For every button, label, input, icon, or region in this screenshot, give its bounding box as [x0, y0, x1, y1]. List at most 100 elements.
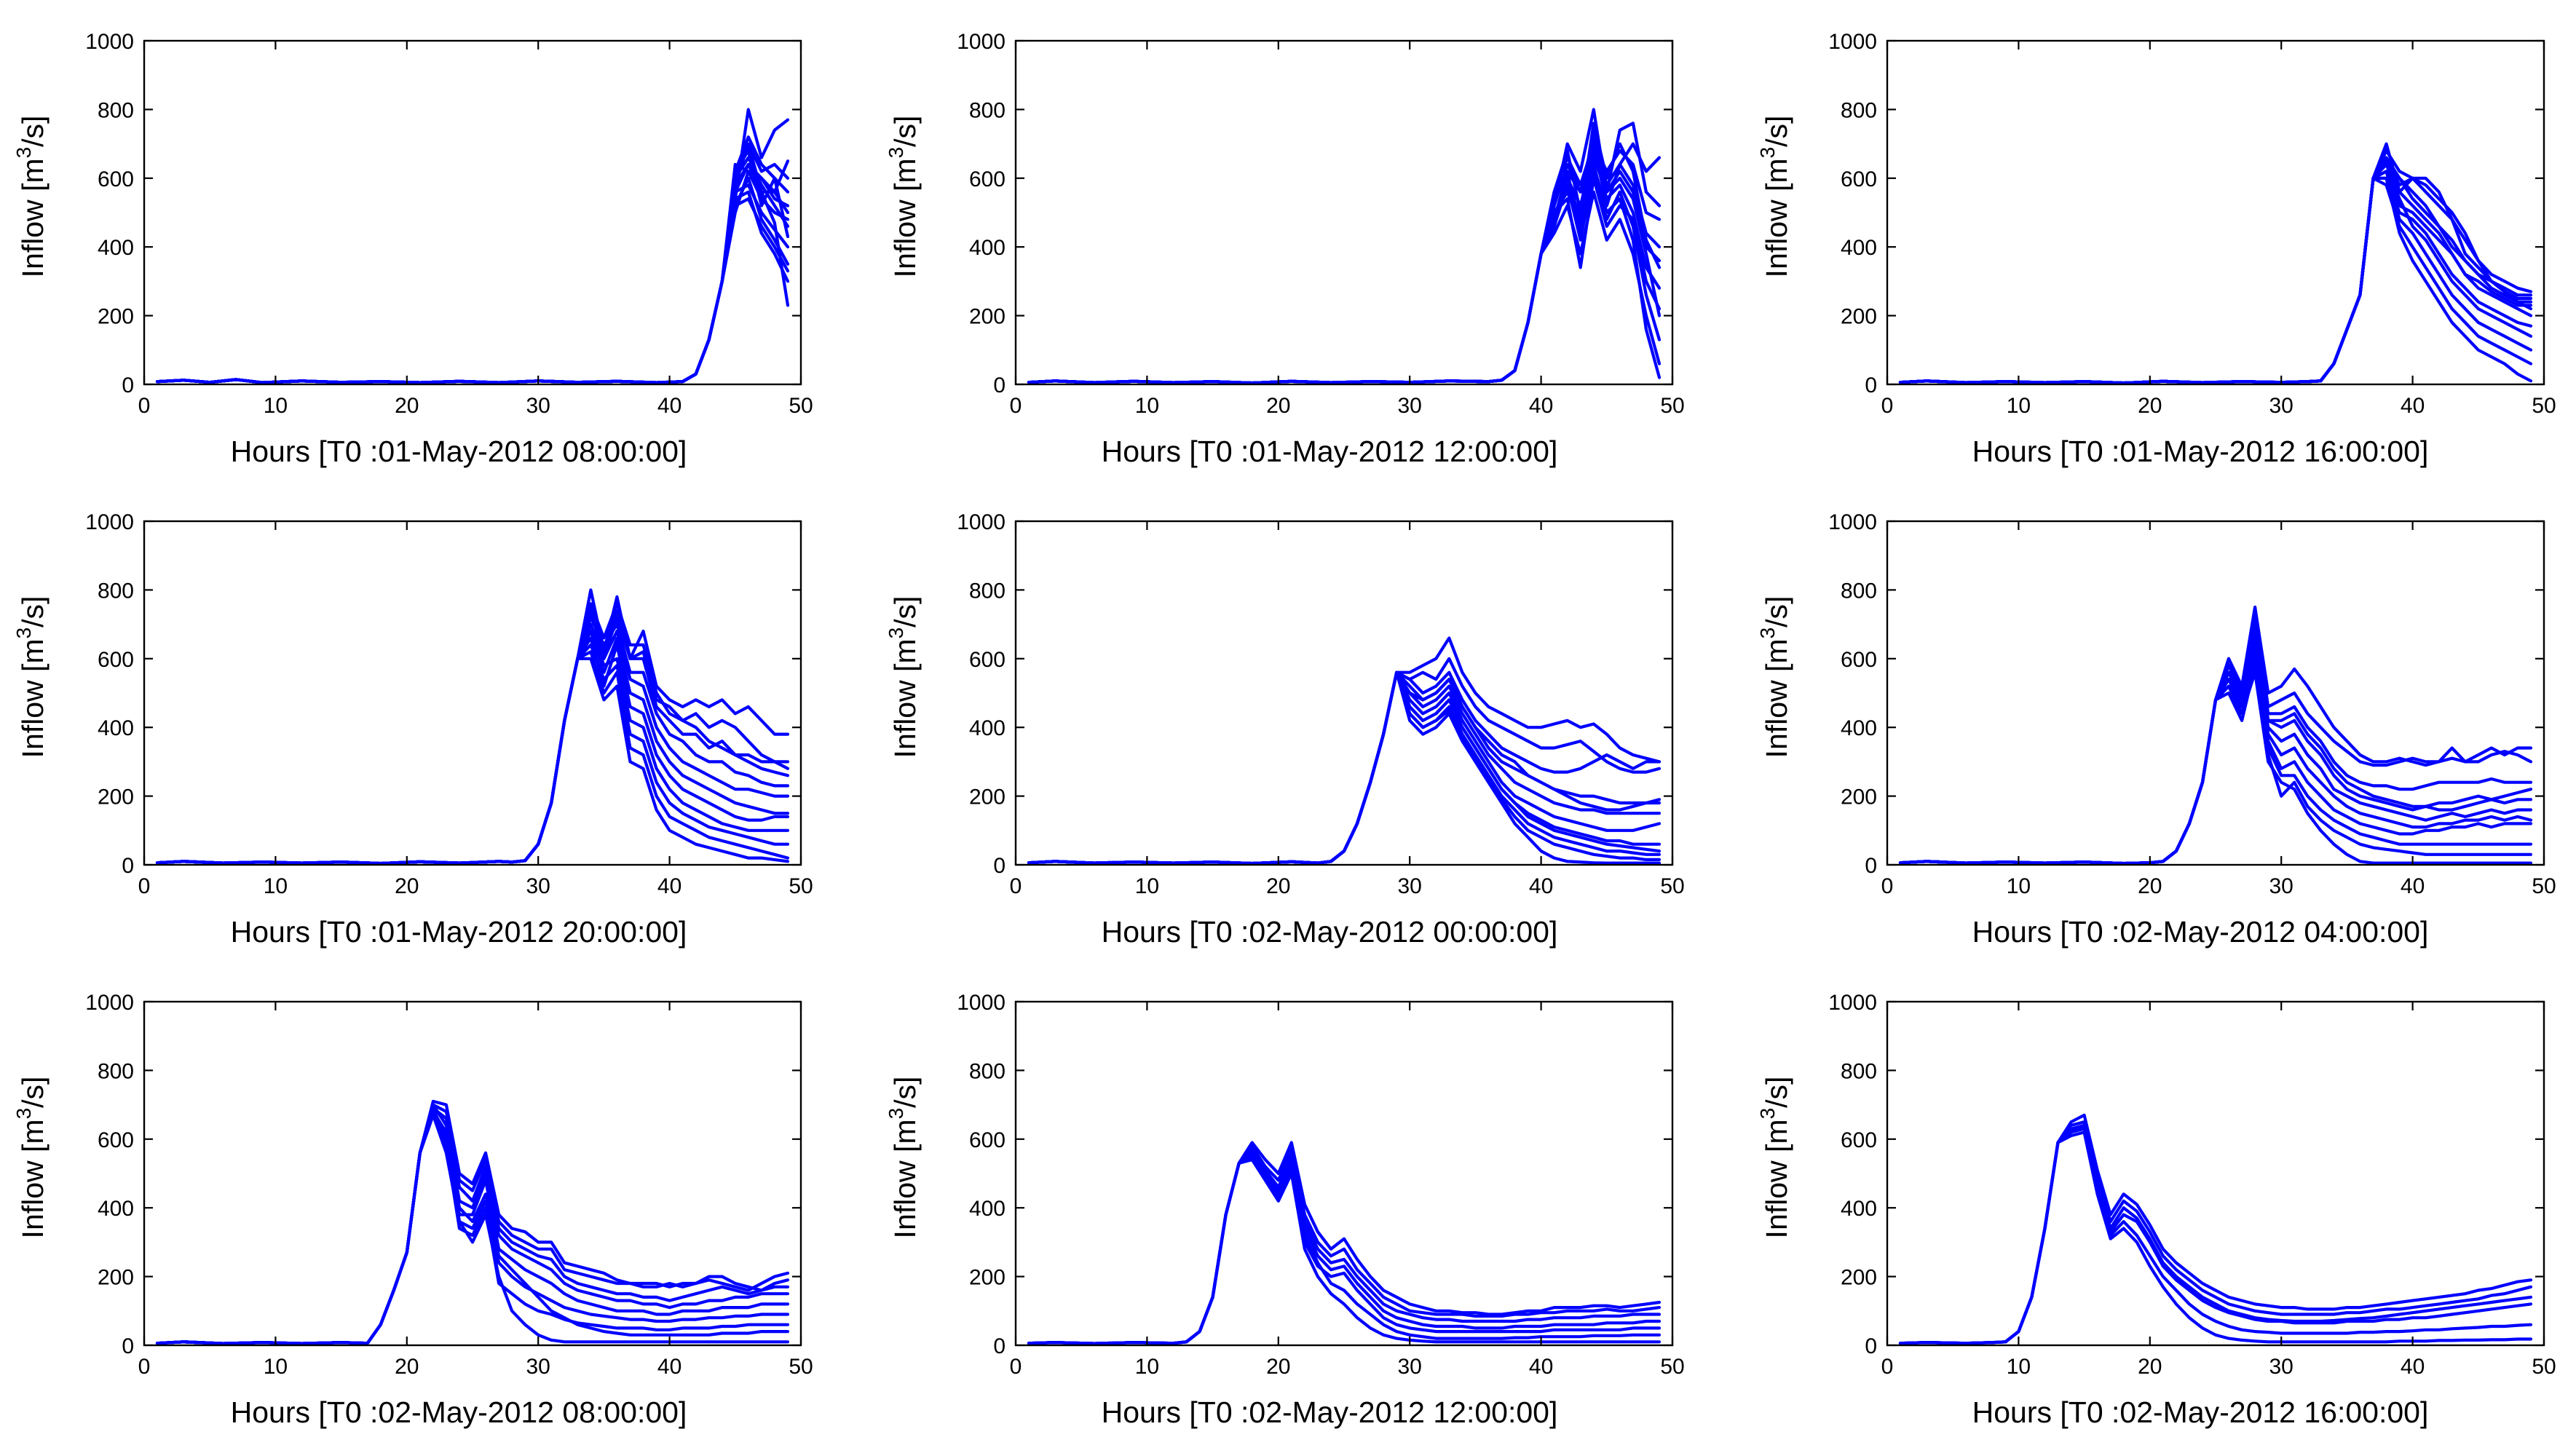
y-tick-label: 0	[1865, 854, 1877, 878]
x-tick-label: 10	[2007, 394, 2031, 418]
series-line-9	[155, 1109, 790, 1345]
x-tick-label: 30	[526, 394, 550, 418]
series-line-6	[1898, 176, 2533, 385]
x-tick-label: 50	[2532, 1355, 2556, 1379]
x-tick-label: 40	[2401, 1355, 2425, 1379]
series-line-7	[155, 190, 790, 384]
series-group	[155, 108, 790, 384]
series-line-3	[155, 609, 790, 866]
panel-8: Inflow [m3/s] Hours [T0 :02-May-2012 12:…	[885, 991, 1685, 1429]
panel-4: Inflow [m3/s] Hours [T0 :01-May-2012 20:…	[12, 510, 813, 949]
x-tick-label: 10	[2007, 1355, 2031, 1379]
series-line-3	[1898, 622, 2533, 866]
series-group	[155, 588, 790, 866]
x-tick-label: 30	[526, 874, 550, 898]
x-tick-label: 10	[1135, 874, 1159, 898]
x-tick-label: 50	[789, 1355, 813, 1379]
x-axis-label-4: Hours [T0 :01-May-2012 20:00:00]	[231, 915, 687, 949]
x-tick-label: 0	[1010, 1355, 1022, 1379]
y-tick-label: 800	[98, 1059, 134, 1083]
x-tick-label: 0	[1881, 874, 1894, 898]
series-line-13	[155, 197, 790, 384]
x-tick-label: 0	[1881, 394, 1894, 418]
y-tick-label: 800	[98, 98, 134, 122]
panel-9: Inflow [m3/s] Hours [T0 :02-May-2012 16:…	[1756, 991, 2556, 1429]
y-tick-label: 1000	[85, 991, 134, 1015]
y-tick-label: 400	[1841, 1197, 1877, 1221]
x-tick-label: 50	[1660, 874, 1684, 898]
y-tick-label: 200	[98, 305, 134, 329]
y-axis-label-3: Inflow [m3/s]	[1756, 116, 1793, 278]
y-tick-label: 800	[1841, 98, 1877, 122]
series-line-9	[1898, 176, 2533, 385]
y-axis-label-9: Inflow [m3/s]	[1756, 1077, 1793, 1239]
series-line-6	[155, 142, 790, 384]
y-tick-label: 1000	[957, 510, 1005, 534]
x-tick-label: 0	[1010, 394, 1022, 418]
series-line-10	[1898, 176, 2533, 385]
series-line-8	[1027, 190, 1662, 385]
series-line-4	[1027, 670, 1662, 866]
series-line-2	[1027, 1144, 1662, 1345]
y-axis-label-text: Inflow [m3/s]	[885, 1077, 922, 1239]
series-line-12	[155, 135, 790, 384]
y-tick-label: 1000	[1828, 991, 1877, 1015]
y-tick-label: 1000	[85, 30, 134, 54]
y-axis-label-2: Inflow [m3/s]	[885, 116, 922, 278]
x-axis-label-2: Hours [T0 :01-May-2012 12:00:00]	[1102, 435, 1558, 468]
series-line-10	[155, 156, 790, 384]
x-tick-label: 40	[657, 874, 681, 898]
series-line-7	[1027, 670, 1662, 866]
x-tick-label: 50	[1660, 1355, 1684, 1379]
series-line-12	[1027, 128, 1662, 385]
x-tick-label: 20	[395, 394, 419, 418]
series-line-10	[1027, 670, 1662, 866]
plot-frame	[1886, 1000, 2545, 1347]
y-tick-label: 0	[1865, 1334, 1877, 1358]
series-line-1	[1027, 108, 1662, 385]
x-tick-label: 10	[264, 874, 288, 898]
series-group	[155, 1099, 790, 1345]
y-axis-label-text: Inflow [m3/s]	[12, 596, 50, 759]
y-tick-label: 0	[122, 1334, 134, 1358]
y-axis-label-text: Inflow [m3/s]	[1756, 596, 1793, 759]
series-line-12	[1898, 149, 2533, 385]
y-tick-label: 1000	[957, 30, 1005, 54]
y-tick-label: 1000	[957, 991, 1005, 1015]
y-tick-label: 800	[969, 579, 1005, 603]
x-tick-label: 40	[1529, 1355, 1553, 1379]
series-line-9	[1027, 162, 1662, 385]
series-line-7	[1027, 1151, 1662, 1345]
series-line-3	[1027, 1147, 1662, 1345]
x-tick-label: 20	[2138, 1355, 2162, 1379]
y-axis-label-text: Inflow [m3/s]	[885, 116, 922, 278]
y-tick-label: 1000	[85, 510, 134, 534]
y-tick-label: 600	[1841, 167, 1877, 191]
series-group	[1027, 108, 1662, 385]
series-line-10	[155, 650, 790, 866]
x-axis-label-6: Hours [T0 :02-May-2012 04:00:00]	[1972, 915, 2429, 949]
x-tick-label: 30	[1398, 394, 1422, 418]
y-tick-label: 0	[1865, 373, 1877, 397]
series-line-6	[155, 1106, 790, 1345]
series-line-5	[155, 176, 790, 384]
x-tick-label: 40	[1529, 874, 1553, 898]
series-line-6	[1027, 670, 1662, 866]
y-tick-label: 600	[98, 1128, 134, 1152]
x-tick-label: 30	[2269, 1355, 2293, 1379]
y-axis-label-text: Inflow [m3/s]	[885, 596, 922, 759]
x-tick-label: 0	[138, 1355, 151, 1379]
x-axis-label-7: Hours [T0 :02-May-2012 08:00:00]	[231, 1395, 687, 1429]
x-tick-label: 30	[2269, 874, 2293, 898]
series-line-3	[155, 149, 790, 384]
series-line-5	[1898, 1131, 2533, 1345]
y-tick-label: 0	[993, 854, 1005, 878]
y-axis-label-6: Inflow [m3/s]	[1756, 596, 1793, 759]
y-axis-label-5: Inflow [m3/s]	[885, 596, 922, 759]
x-tick-label: 40	[2401, 874, 2425, 898]
y-tick-label: 800	[1841, 579, 1877, 603]
y-tick-label: 600	[98, 167, 134, 191]
y-tick-label: 1000	[1828, 30, 1877, 54]
series-line-12	[1027, 670, 1662, 866]
